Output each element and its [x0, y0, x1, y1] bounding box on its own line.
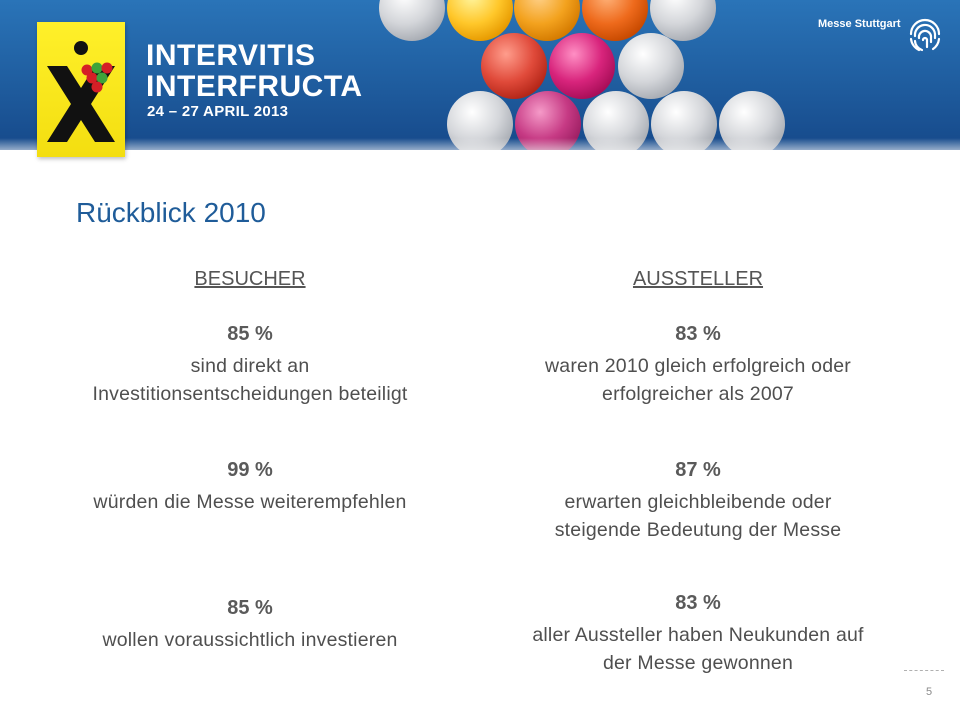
event-name-line2: INTERFRUCTA — [146, 70, 363, 103]
stat-percent: 99 % — [227, 459, 273, 481]
ball — [582, 0, 648, 41]
ball — [618, 33, 684, 99]
exhibitors-stat-3: 83 % aller Aussteller haben Neukunden au… — [488, 591, 908, 677]
event-logo-icon — [47, 41, 115, 142]
ball — [447, 0, 513, 41]
decorative-balls — [379, 0, 785, 150]
stat-description: waren 2010 gleich erfolgreich oder erfol… — [545, 355, 851, 405]
stat-description: aller Aussteller haben Neukunden auf der… — [532, 624, 864, 674]
ball — [515, 91, 581, 150]
event-name: INTERVITIS INTERFRUCTA — [146, 40, 363, 102]
ball — [719, 91, 785, 150]
stat-percent: 85 % — [227, 323, 273, 345]
ball — [650, 0, 716, 41]
visitors-stat-3: 85 % wollen voraussichtlich investieren — [50, 596, 450, 654]
exhibitors-column: AUSSTELLER 83 % waren 2010 gleich erfolg… — [488, 0, 908, 720]
visitors-heading: BESUCHER — [194, 268, 306, 290]
ball — [549, 33, 615, 99]
exhibitors-stat-1: 83 % waren 2010 gleich erfolgreich oder … — [488, 322, 908, 408]
banner-fade — [0, 138, 960, 160]
ball — [481, 33, 547, 99]
ball — [651, 91, 717, 150]
visitors-stat-1: 85 % sind direkt an Investitionsentschei… — [50, 322, 450, 408]
ball — [514, 0, 580, 41]
event-logo — [37, 22, 125, 157]
footer-divider — [904, 670, 944, 671]
slide-title: Rückblick 2010 — [76, 197, 266, 228]
organizer-name: Messe Stuttgart — [818, 18, 901, 30]
visitors-stat-2: 99 % würden die Messe weiterempfehlen — [50, 458, 450, 516]
stat-description: sind direkt an Investitionsentscheidunge… — [92, 355, 408, 405]
stat-percent: 87 % — [675, 459, 721, 481]
event-date: 24 – 27 APRIL 2013 — [147, 103, 289, 120]
page-number: 5 — [926, 686, 933, 698]
ball — [379, 0, 445, 41]
visitors-column: BESUCHER 85 % sind direkt an Investition… — [50, 0, 450, 720]
event-name-line1: INTERVITIS — [146, 39, 316, 72]
stat-percent: 85 % — [227, 597, 273, 619]
stat-description: erwarten gleichbleibende oder steigende … — [554, 491, 842, 541]
exhibitors-heading: AUSSTELLER — [632, 268, 764, 290]
fingerprint-logo-icon — [909, 18, 941, 52]
ball — [583, 91, 649, 150]
stat-percent: 83 % — [675, 323, 721, 345]
stat-percent: 83 % — [675, 592, 721, 614]
header-banner: INTERVITIS INTERFRUCTA 24 – 27 APRIL 201… — [0, 0, 960, 150]
exhibitors-stat-2: 87 % erwarten gleichbleibende oder steig… — [488, 458, 908, 544]
stat-description: würden die Messe weiterempfehlen — [93, 491, 407, 513]
ball — [447, 91, 513, 150]
stat-description: wollen voraussichtlich investieren — [102, 629, 398, 651]
